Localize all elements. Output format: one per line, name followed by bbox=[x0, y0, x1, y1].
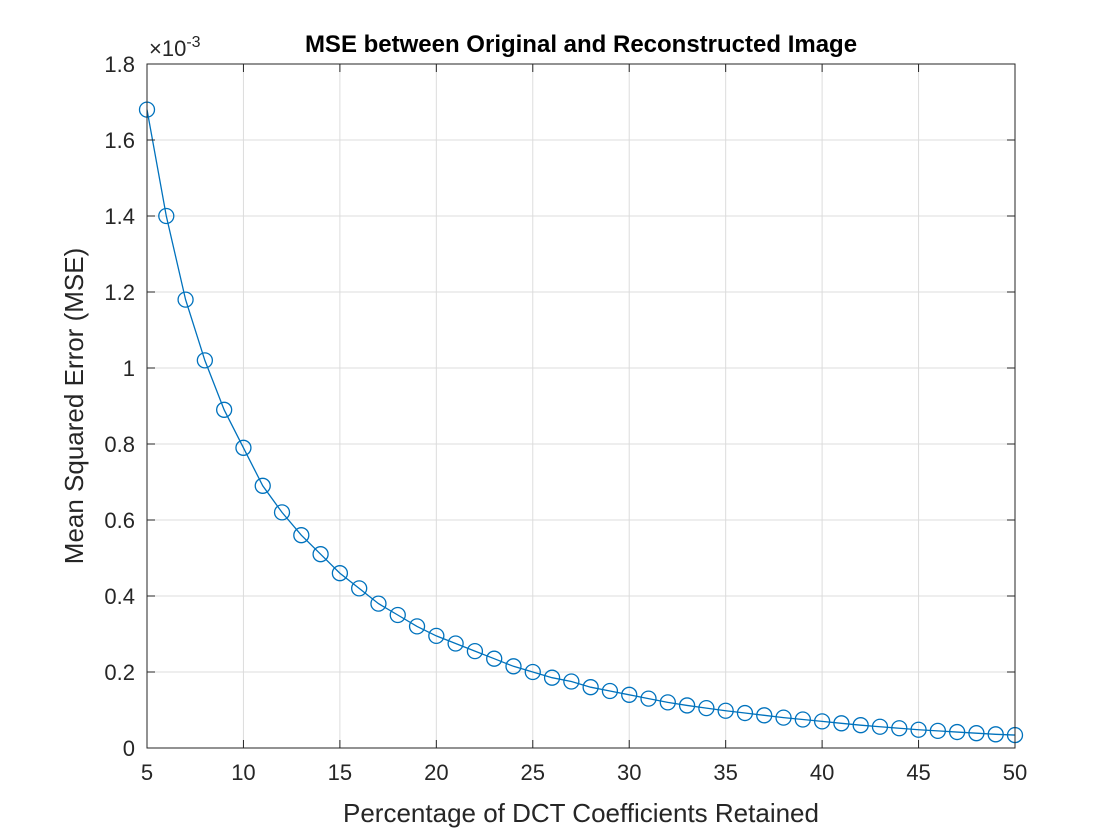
axes-box bbox=[146, 63, 1016, 749]
data-point-marker bbox=[582, 679, 599, 696]
x-axis-ticks: 5 10 15 20 25 30 35 40 45 50 bbox=[141, 64, 1027, 785]
x-axis-label: Percentage of DCT Coefficients Retained bbox=[343, 798, 819, 828]
y-axis-label: Mean Squared Error (MSE) bbox=[59, 248, 89, 564]
x-tick-label: 10 bbox=[231, 760, 255, 785]
data-point-marker bbox=[929, 722, 946, 740]
y-tick-label: 1.4 bbox=[104, 204, 135, 229]
data-point-marker bbox=[775, 709, 792, 726]
data-point-marker bbox=[543, 669, 561, 686]
data-point-marker bbox=[447, 635, 464, 652]
axes-frame bbox=[146, 63, 1016, 749]
data-point-marker bbox=[312, 546, 329, 563]
data-point-marker bbox=[177, 291, 194, 308]
x-tick-label: 25 bbox=[521, 760, 545, 785]
data-point-marker bbox=[563, 673, 580, 690]
data-point-marker bbox=[891, 720, 908, 737]
data-point-marker bbox=[640, 690, 657, 707]
data-point-marker bbox=[254, 477, 271, 494]
data-point-marker bbox=[524, 663, 541, 681]
y-tick-label: 0.4 bbox=[104, 584, 135, 609]
data-point-marker bbox=[948, 723, 966, 741]
data-point-marker bbox=[293, 527, 310, 544]
y-tick-label: 1.6 bbox=[104, 128, 135, 153]
data-point-marker bbox=[370, 595, 387, 612]
data-point-marker bbox=[273, 504, 291, 521]
data-point-marker bbox=[428, 627, 445, 645]
data-point-marker bbox=[659, 694, 676, 711]
y-tick-label: 0.2 bbox=[104, 660, 135, 685]
data-point-marker bbox=[852, 717, 869, 734]
x-tick-label: 35 bbox=[713, 760, 737, 785]
x-tick-label: 5 bbox=[141, 760, 153, 785]
data-point-marker bbox=[621, 686, 638, 703]
data-point-marker bbox=[717, 702, 734, 719]
y-exponent-base: ×10 bbox=[149, 36, 186, 61]
x-tick-label: 40 bbox=[810, 760, 834, 785]
y-tick-label: 1.2 bbox=[104, 280, 135, 305]
data-point-marker bbox=[158, 207, 175, 225]
y-tick-label: 1.8 bbox=[104, 52, 135, 77]
data-point-marker bbox=[678, 697, 696, 714]
data-point-marker bbox=[466, 642, 484, 660]
data-point-marker bbox=[987, 726, 1004, 743]
data-point-marker bbox=[813, 713, 831, 730]
data-point-marker bbox=[601, 682, 619, 700]
series-line bbox=[146, 109, 1016, 736]
data-point-marker bbox=[910, 721, 927, 738]
data-point-marker bbox=[794, 711, 811, 728]
x-tick-label: 30 bbox=[617, 760, 641, 785]
data-point-marker bbox=[408, 618, 426, 635]
y-axis-ticks: 0 0.2 0.4 0.6 0.8 1 1.2 1.4 1.6 1.8 bbox=[104, 52, 1015, 761]
data-point-marker bbox=[698, 699, 715, 717]
x-tick-label: 45 bbox=[906, 760, 930, 785]
data-point-marker bbox=[756, 707, 773, 724]
data-point-marker bbox=[235, 439, 252, 456]
y-tick-label: 0 bbox=[123, 736, 135, 761]
y-tick-label: 1 bbox=[123, 356, 135, 381]
data-point-marker bbox=[351, 580, 368, 597]
y-tick-label: 0.8 bbox=[104, 432, 135, 457]
data-point-marker bbox=[736, 704, 754, 722]
data-series bbox=[138, 101, 1024, 744]
data-point-marker bbox=[871, 718, 889, 735]
x-tick-label: 20 bbox=[424, 760, 448, 785]
data-point-marker bbox=[968, 725, 985, 742]
data-point-marker bbox=[196, 352, 214, 369]
y-exponent-power: -3 bbox=[186, 34, 200, 51]
data-point-marker bbox=[331, 565, 349, 582]
chart-title: MSE between Original and Reconstructed I… bbox=[305, 31, 857, 58]
y-tick-label: 0.6 bbox=[104, 508, 135, 533]
x-tick-label: 50 bbox=[1003, 760, 1027, 785]
data-point-marker bbox=[833, 715, 850, 732]
data-point-marker bbox=[216, 401, 233, 418]
data-point-marker bbox=[505, 658, 522, 675]
y-exponent-label: ×10-3 bbox=[149, 34, 201, 61]
x-tick-label: 15 bbox=[328, 760, 352, 785]
data-point-marker bbox=[486, 650, 503, 667]
plot-area bbox=[147, 64, 1015, 748]
data-point-marker bbox=[389, 606, 406, 624]
